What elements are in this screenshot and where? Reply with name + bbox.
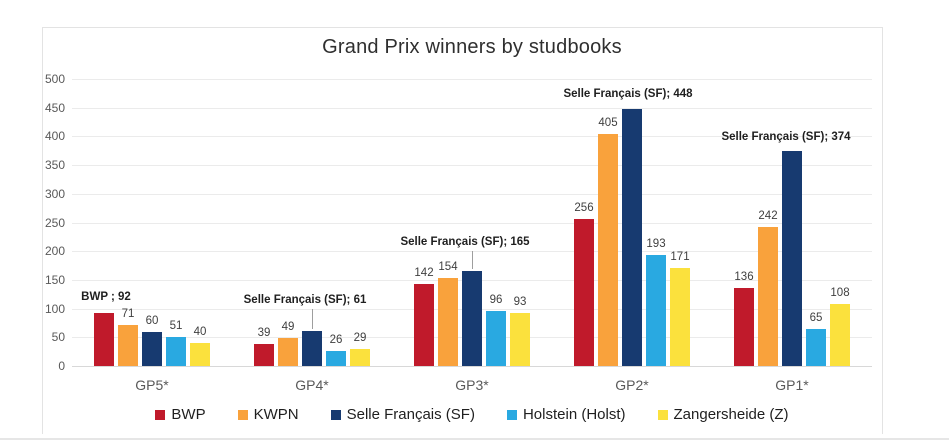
bar <box>254 343 274 366</box>
y-tick-label: 200 <box>44 244 65 259</box>
legend-label: KWPN <box>253 406 299 423</box>
bar <box>734 287 754 366</box>
y-tick-label: 150 <box>44 272 65 287</box>
chart-title: Grand Prix winners by studbooks <box>322 36 622 58</box>
legend-item: KWPN <box>237 406 299 423</box>
legend-swatch <box>237 409 248 420</box>
y-tick-label: 350 <box>44 158 65 173</box>
bar <box>670 267 690 366</box>
bar <box>622 108 642 366</box>
bar-value-label: 93 <box>513 295 527 308</box>
bar-value-label: 193 <box>646 238 666 251</box>
bar <box>278 337 298 366</box>
bar <box>166 336 186 366</box>
bar-value-label: 60 <box>145 314 159 327</box>
x-category-label: GP1* <box>775 377 809 393</box>
bar-value-label: 49 <box>281 320 295 333</box>
gridline <box>72 136 872 138</box>
bar-value-label: 142 <box>414 267 434 280</box>
legend-item: Holstein (Holst) <box>506 406 626 423</box>
bar <box>646 255 666 366</box>
y-tick-label: 450 <box>44 100 65 115</box>
bar-value-label: 71 <box>121 308 135 321</box>
bar <box>118 325 138 366</box>
bar-value-label: 405 <box>598 116 618 129</box>
bar-value-label: 39 <box>257 326 271 339</box>
legend-item: Selle Français (SF) <box>330 406 475 423</box>
bar <box>326 351 346 366</box>
x-category-label: GP2* <box>615 377 649 393</box>
bar <box>94 313 114 366</box>
legend-swatch <box>330 409 341 420</box>
gridline <box>72 79 872 80</box>
y-tick-label: 100 <box>44 301 65 316</box>
y-tick-label: 500 <box>44 72 65 86</box>
callout-leader-line <box>312 308 313 329</box>
x-category-label: GP5* <box>135 377 169 393</box>
bar <box>302 330 322 366</box>
bar-value-label: 256 <box>574 202 594 215</box>
bar <box>486 310 506 366</box>
legend-label: BWP <box>171 406 206 423</box>
bar-callout-label: Selle Français (SF); 448 <box>563 87 693 100</box>
bar <box>190 343 210 366</box>
bar-callout-label: Selle Français (SF); 165 <box>400 236 530 249</box>
legend: BWP KWPN Selle Français (SF) Holstein (Hols… <box>72 406 872 423</box>
bar-value-label: 136 <box>734 270 754 283</box>
x-category-label: GP3* <box>455 377 489 393</box>
bar-value-label: 51 <box>169 319 183 332</box>
y-tick-label: 50 <box>51 330 65 345</box>
y-tick-label: 250 <box>44 215 65 230</box>
bar <box>414 284 434 366</box>
legend-label: Holstein (Holst) <box>522 406 626 423</box>
legend-swatch <box>155 409 166 420</box>
bar <box>574 219 594 366</box>
gridline <box>72 107 872 109</box>
bar-value-label: 154 <box>438 260 458 273</box>
bar <box>806 328 826 366</box>
y-tick-label: 0 <box>58 359 65 373</box>
bar <box>598 133 618 366</box>
bar-value-label: 242 <box>758 210 778 223</box>
y-tick-label: 300 <box>44 186 65 201</box>
legend-swatch <box>506 409 517 420</box>
bar <box>510 312 530 366</box>
bar <box>438 277 458 366</box>
bar-value-label: 26 <box>329 334 343 347</box>
bar <box>462 271 482 366</box>
bar-value-label: 29 <box>353 332 367 345</box>
bar-value-label: 108 <box>830 287 850 299</box>
gridline <box>72 222 872 224</box>
callout-leader-line <box>472 251 473 270</box>
bar <box>782 151 802 366</box>
bar <box>142 331 162 366</box>
bar-value-label: 96 <box>489 293 503 306</box>
legend-label: Selle Français (SF) <box>346 406 475 423</box>
bar-value-label: 65 <box>809 311 823 324</box>
x-axis-line <box>72 366 872 367</box>
bar-value-label: 171 <box>670 250 690 263</box>
bar <box>350 349 370 366</box>
x-category-label: GP4* <box>295 377 329 393</box>
legend-item: BWP <box>155 406 206 423</box>
bar-value-label: 40 <box>193 326 207 339</box>
bar <box>830 304 850 366</box>
legend-label: Zangersheide (Z) <box>673 406 789 423</box>
y-tick-label: 400 <box>44 129 65 144</box>
legend-item: Zangersheide (Z) <box>657 406 789 423</box>
bar-callout-label: BWP ; 92 <box>81 291 131 304</box>
bar-callout-label: Selle Français (SF); 61 <box>243 293 367 306</box>
chart: Grand Prix winners by studbooks 0 50 100 15… <box>42 27 883 434</box>
bar <box>758 227 778 366</box>
gridline <box>72 193 872 195</box>
bottom-divider <box>0 438 949 440</box>
bar-callout-label: Selle Français (SF); 374 <box>721 131 851 144</box>
gridline <box>72 165 872 167</box>
legend-swatch <box>657 409 668 420</box>
